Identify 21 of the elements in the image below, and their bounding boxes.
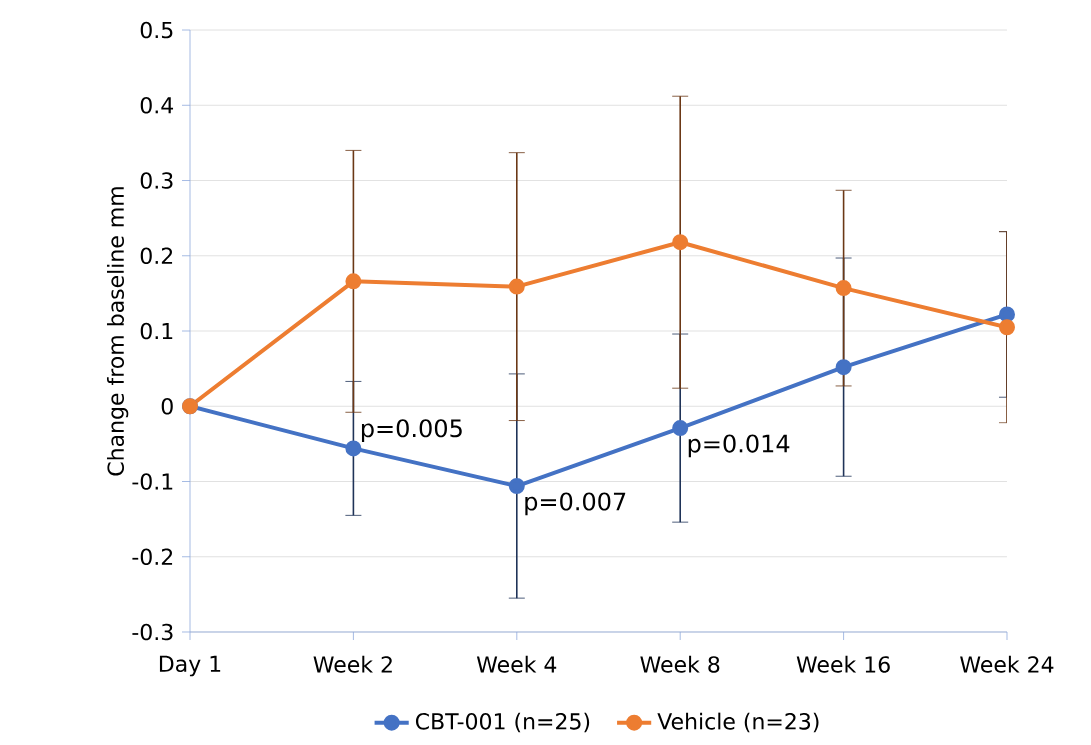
y-tick-label: 0.3 <box>140 172 173 189</box>
annotation: p=0.005 <box>361 419 462 442</box>
x-tick-label: Week 16 <box>796 655 890 673</box>
y-tick-label: -0.1 <box>132 473 173 490</box>
x-tick-label: Week 4 <box>476 655 557 673</box>
y-tick-label: 0.2 <box>140 247 173 265</box>
x-tick-label: Week 2 <box>313 655 392 673</box>
annotation: p=0.007 <box>525 492 626 516</box>
annotation: p=0.014 <box>688 434 790 458</box>
y-tick-label: -0.2 <box>132 548 173 566</box>
y-tick-label: 0 <box>161 397 173 415</box>
x-tick-label: Day 1 <box>159 655 221 677</box>
y-axis-title: Change from baseline mm <box>106 187 129 476</box>
x-tick-label: Week 24 <box>960 655 1054 673</box>
legend-label: CBT-001 (n=25) <box>415 712 590 733</box>
x-tick-label: Week 8 <box>640 655 720 673</box>
y-tick-label: 0.1 <box>140 322 173 340</box>
y-tick-label: -0.3 <box>132 623 173 641</box>
legend-label: Vehicle (n=23) <box>657 712 819 733</box>
y-tick-label: 0.5 <box>140 21 173 39</box>
y-tick-label: 0.4 <box>140 96 174 114</box>
